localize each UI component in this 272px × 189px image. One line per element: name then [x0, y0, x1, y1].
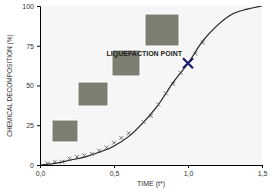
data-point: [119, 136, 123, 140]
plot-area: [40, 6, 262, 165]
data-point: [60, 160, 64, 164]
data-point: [156, 103, 160, 107]
photo-inset: [78, 82, 108, 106]
y-axis: 0 25 50 75 100: [22, 3, 40, 169]
fit-curve: [40, 6, 262, 165]
x-tick: 0,5: [110, 165, 120, 177]
x-tick: 1,5: [258, 165, 268, 177]
y-tick-mark: [37, 6, 40, 7]
y-axis-line: [37, 7, 41, 166]
data-point: [82, 153, 86, 157]
y-tick-label: 0: [30, 162, 34, 169]
data-point: [201, 41, 205, 45]
y-tick-mark: [37, 165, 40, 166]
y-tick: 0: [30, 162, 40, 169]
y-tick: 50: [26, 82, 40, 89]
data-point: [75, 155, 79, 159]
x-tick-mark: [188, 165, 189, 168]
x-tick-label: 0,0: [36, 170, 46, 177]
y-tick-label: 100: [22, 3, 34, 10]
y-tick-label: 75: [26, 42, 34, 49]
chart: 0,0 0,5 1,0 1,5 0 25 50 75 100 TIME (t*) CHEMICAL …: [0, 0, 272, 189]
y-tick-mark: [37, 125, 40, 126]
data-point: [179, 71, 183, 75]
data-point: [97, 149, 101, 153]
y-tick-mark: [37, 86, 40, 87]
x-tick-mark: [262, 165, 263, 168]
data-point: [164, 91, 168, 95]
data-point: [68, 157, 72, 161]
y-tick-label: 50: [26, 82, 34, 89]
x-axis-title: TIME (t*): [137, 180, 165, 188]
data-point: [193, 52, 197, 56]
data-point: [105, 146, 109, 150]
x-tick-label: 1,0: [184, 170, 194, 177]
data-point: [142, 120, 146, 124]
x-axis-line: [41, 166, 263, 169]
y-tick: 100: [22, 3, 40, 10]
x-axis: 0,0 0,5 1,0 1,5: [36, 165, 268, 177]
x-tick-label: 0,5: [110, 170, 120, 177]
data-point: [53, 160, 57, 164]
plot-background: [40, 6, 262, 165]
y-axis-title: CHEMICAL DECOMPOSITION (%): [6, 34, 14, 136]
x-tick-mark: [114, 165, 115, 168]
x-tick: 1,0: [184, 165, 194, 177]
data-point: [171, 82, 175, 86]
data-point: [127, 131, 131, 135]
y-tick: 75: [26, 42, 40, 49]
data-point: [149, 114, 153, 118]
photo-inset: [52, 120, 78, 142]
x-tick-label: 1,5: [258, 170, 268, 177]
data-point: [45, 161, 49, 165]
annotation-marker: [183, 58, 193, 68]
data-point: [112, 141, 116, 145]
y-tick-label: 25: [26, 122, 34, 129]
photo-inset: [145, 14, 179, 46]
x-tick: 0,0: [36, 165, 46, 177]
y-tick-mark: [37, 46, 40, 47]
data-point: [90, 152, 94, 156]
annotation-label: LIQUEFACTION POINT: [107, 50, 183, 58]
y-tick: 25: [26, 122, 40, 129]
